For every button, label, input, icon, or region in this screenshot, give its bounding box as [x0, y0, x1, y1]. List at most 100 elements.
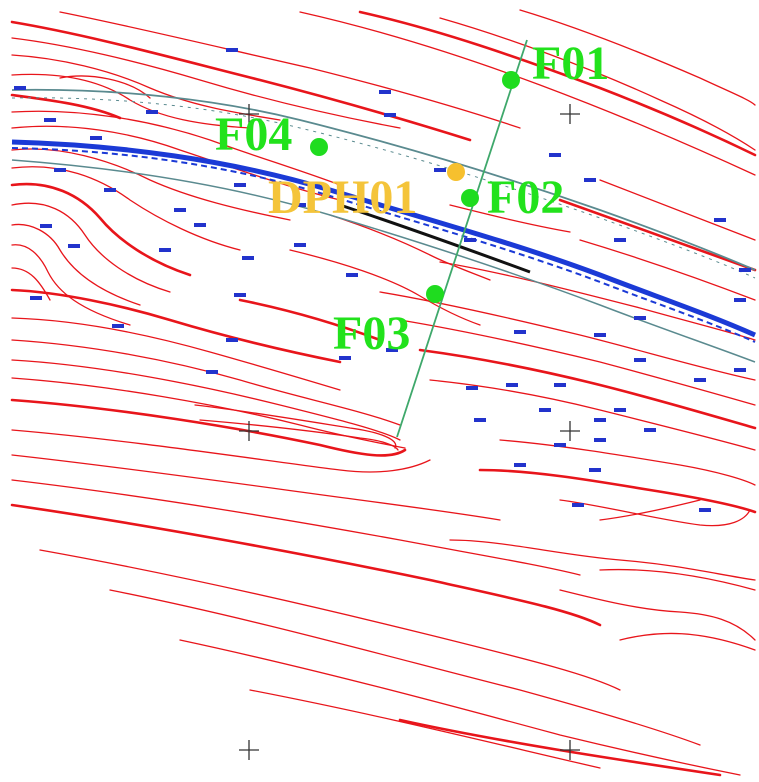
contour-line: [11, 148, 291, 221]
elevation-tick: [734, 298, 746, 302]
elevation-tick: [54, 168, 66, 172]
road-edge: [11, 147, 756, 343]
elevation-tick: [40, 224, 52, 228]
elevation-tick: [379, 90, 391, 94]
elevation-tick: [174, 208, 186, 212]
contour-line: [599, 568, 756, 591]
plus-cross-icon: [239, 421, 259, 441]
contour-lines: [10, 9, 757, 777]
contour-line: [599, 499, 701, 521]
elevation-tick: [589, 468, 601, 472]
contour-line: [238, 298, 382, 342]
elevation-tick: [474, 418, 486, 422]
elevation-tick: [699, 508, 711, 512]
road-structure: [339, 203, 531, 274]
f04-point-icon: [310, 138, 328, 156]
elevation-tick: [384, 113, 396, 117]
contour-line: [11, 125, 341, 201]
elevation-tick: [226, 338, 238, 342]
contour-line: [194, 404, 397, 449]
elevation-tick: [112, 324, 124, 328]
contour-line: [11, 166, 241, 251]
elevation-tick: [104, 188, 116, 192]
f04-label: F04: [215, 108, 293, 161]
contour-line: [358, 10, 757, 157]
elevation-tick: [68, 244, 80, 248]
elevation-tick: [90, 136, 102, 140]
contour-line: [499, 439, 756, 486]
road-outline-upper: [11, 88, 756, 271]
elevation-tick: [554, 383, 566, 387]
contour-line: [289, 249, 481, 326]
elevation-tick: [226, 48, 238, 52]
f03-label: F03: [333, 307, 411, 360]
elevation-tick: [614, 238, 626, 242]
elevation-tick: [634, 358, 646, 362]
contour-line: [179, 639, 741, 776]
contour-line: [39, 549, 621, 691]
f01-point-icon: [502, 71, 520, 89]
elevation-tick: [14, 86, 26, 90]
contour-line: [10, 503, 602, 627]
contour-line: [11, 202, 171, 293]
elevation-tick-marks: [14, 48, 751, 512]
contour-line: [10, 182, 192, 277]
elevation-tick: [506, 383, 518, 387]
contour-line: [11, 54, 281, 121]
contour-line: [11, 339, 401, 426]
elevation-tick: [30, 296, 42, 300]
road-centerline: [11, 139, 757, 338]
elevation-tick: [594, 333, 606, 337]
elevation-tick: [514, 463, 526, 467]
road-outline-dots: [11, 97, 756, 279]
contour-line: [10, 288, 342, 364]
elevation-tick: [572, 503, 584, 507]
contour-line: [59, 11, 521, 129]
elevation-tick: [234, 183, 246, 187]
elevation-tick: [634, 316, 646, 320]
elevation-tick: [146, 110, 158, 114]
elevation-tick: [694, 378, 706, 382]
elevation-tick: [594, 438, 606, 442]
elevation-tick: [464, 238, 476, 242]
contour-line: [418, 348, 757, 430]
contour-line: [449, 204, 571, 233]
contour-line: [11, 244, 131, 326]
contour-line: [10, 398, 407, 457]
elevation-tick: [549, 153, 561, 157]
contour-line: [449, 539, 756, 581]
contour-line: [579, 239, 756, 301]
f01-label: F01: [532, 37, 610, 90]
elevation-tick: [539, 408, 551, 412]
plus-cross-icon: [560, 421, 580, 441]
f02-label: F02: [487, 171, 565, 224]
road-corridor: [11, 88, 757, 363]
elevation-tick: [159, 248, 171, 252]
contour-line: [559, 589, 756, 641]
contour-line: [11, 479, 581, 576]
elevation-tick: [584, 178, 596, 182]
contour-line: [11, 37, 401, 129]
elevation-tick: [714, 218, 726, 222]
contour-line: [599, 179, 756, 241]
survey-line-group: [310, 39, 528, 438]
elevation-tick: [206, 370, 218, 374]
grid-crosses: [239, 104, 580, 760]
elevation-tick: [644, 428, 656, 432]
contour-line: [398, 718, 722, 777]
contour-line: [59, 75, 151, 99]
f02-point-icon: [461, 189, 479, 207]
contour-line: [299, 11, 756, 176]
contour-line: [11, 223, 141, 306]
elevation-tick: [242, 256, 254, 260]
elevation-tick: [346, 273, 358, 277]
elevation-tick: [234, 293, 246, 297]
contour-line: [11, 317, 341, 391]
plus-cross-icon: [239, 740, 259, 760]
elevation-tick: [594, 418, 606, 422]
contour-line: [11, 73, 251, 129]
elevation-tick: [466, 386, 478, 390]
elevation-tick: [44, 118, 56, 122]
